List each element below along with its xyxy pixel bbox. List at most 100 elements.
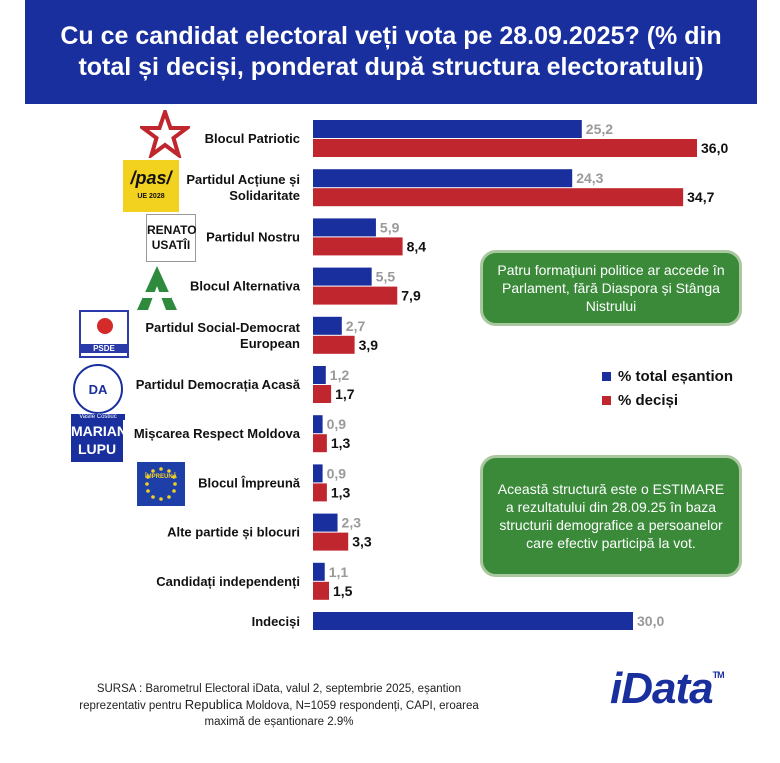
bar-decisi-6: [313, 434, 327, 453]
pas-logo-icon: /pas/ UE 2028: [123, 160, 179, 212]
category-label-9: Candidați independenți: [156, 574, 300, 589]
bar-total-9: [313, 562, 325, 581]
note-parliament-text: Patru formațiuni politice ar accede în P…: [497, 262, 725, 314]
source-line2-part1: reprezentativ pentru: [79, 700, 185, 712]
source-note: SURSA : Barometrul Electoral iData, valu…: [44, 681, 514, 730]
bar-decisi-2: [313, 237, 403, 256]
legend-item-decisi: % deciși: [602, 388, 733, 412]
value-label-total-7: 0,9: [327, 465, 347, 481]
value-label-total-4: 2,7: [346, 318, 366, 334]
value-label-total-1: 24,3: [576, 170, 603, 186]
marian-lupu-logo-icon: MARIAN LUPU: [71, 418, 127, 462]
chart-title: Cu ce candidat electoral veți vota pe 28…: [60, 22, 722, 81]
legend-swatch-total: [602, 371, 611, 381]
source-line1: SURSA : Barometrul Electoral iData, valu…: [96, 683, 462, 695]
value-label-total-2: 5,9: [380, 219, 400, 235]
value-label-total-10: 30,0: [637, 613, 664, 629]
eu-logo-text: ÎMPREUNĂ: [144, 474, 177, 480]
legend-swatch-decisi: [602, 395, 611, 405]
source-line2: reprezentativ pentru Republica Moldova, …: [44, 697, 514, 714]
category-label-5: Partidul Democrația Acasă: [136, 377, 301, 392]
source-line2-part2: Republica: [184, 697, 243, 712]
category-label-10: Indeciși: [252, 614, 300, 629]
bar-decisi-3: [313, 286, 398, 305]
pas-logo-subtext: UE 2028: [137, 193, 165, 200]
bar-total-6: [313, 415, 323, 434]
bar-total-3: [313, 267, 372, 286]
eu-stars-logo-icon: ÎMPREUNĂ: [137, 462, 185, 506]
value-label-total-9: 1,1: [329, 564, 349, 580]
legend-label-total: % total eșantion: [618, 367, 734, 385]
legend-item-total: % total eșantion: [602, 364, 733, 388]
value-label-decisi-1: 34,7: [687, 189, 714, 205]
da-logo-icon: DA Vasile Costiuc: [71, 364, 125, 420]
star-logo-icon: [136, 105, 194, 161]
legend-label-decisi: % deciși: [618, 391, 679, 409]
value-label-decisi-7: 1,3: [331, 484, 351, 500]
alternativa-logo-icon: [135, 264, 179, 312]
category-label-1-line1: Solidaritate: [229, 188, 300, 203]
value-label-total-3: 5,5: [376, 269, 396, 285]
renato-usatii-logo-icon: RENATO USATÎI: [146, 214, 197, 262]
category-label-3: Blocul Alternativa: [190, 279, 301, 294]
category-label-8: Alte partide și blocuri: [167, 525, 300, 540]
category-label-4-line0: Partidul Social-Democrat: [145, 320, 300, 335]
value-label-decisi-5: 1,7: [335, 386, 355, 402]
bar-total-1: [313, 169, 573, 188]
note-estimate: Această structură este o ESTIMARE a rezu…: [480, 455, 742, 577]
bar-decisi-5: [313, 385, 332, 403]
category-label-6: Mișcarea Respect Moldova: [134, 426, 301, 441]
value-label-decisi-4: 3,9: [359, 337, 379, 353]
note-estimate-text: Această structură este o ESTIMARE a rezu…: [497, 481, 725, 551]
bar-decisi-0: [313, 139, 697, 157]
pas-logo-text: /pas/: [130, 168, 172, 188]
category-label-0: Blocul Patriotic: [205, 131, 300, 146]
labels-layer: 25,2 36,0 Blocul Patriotic 24,3 34,7 Partidul…: [134, 121, 729, 629]
value-label-decisi-2: 8,4: [407, 238, 427, 254]
lupu-logo-line1: MARIAN: [71, 423, 127, 439]
renato-logo-line1: RENATO: [147, 223, 197, 237]
category-label-4-line1: European: [240, 336, 300, 351]
note-parliament: Patru formațiuni politice ar accede în P…: [480, 250, 742, 326]
value-label-decisi-6: 1,3: [331, 435, 351, 451]
idata-logo-text: iData: [610, 664, 714, 713]
idata-logo-tm: TM: [712, 670, 725, 680]
category-label-2: Partidul Nostru: [206, 229, 300, 244]
value-label-total-0: 25,2: [586, 121, 613, 137]
renato-logo-line2: USATÎI: [151, 238, 191, 252]
value-label-decisi-8: 3,3: [352, 534, 372, 550]
da-logo-text: DA: [88, 382, 108, 397]
source-line3: maximă de eșantionare 2.9%: [204, 716, 354, 728]
bar-total-4: [313, 316, 342, 335]
category-label-7: Blocul Împreună: [198, 475, 301, 490]
psde-logo-text: PSDE: [81, 344, 127, 353]
chart-legend: % total eșantion % deciși: [602, 364, 733, 412]
bar-decisi-9: [313, 581, 329, 600]
bar-total-8: [313, 513, 338, 532]
value-label-decisi-3: 7,9: [401, 288, 421, 304]
bar-total-10: [313, 612, 633, 630]
bar-decisi-4: [313, 335, 355, 354]
chart-header: Cu ce candidat electoral veți vota pe 28…: [25, 0, 757, 104]
value-label-decisi-0: 36,0: [701, 140, 728, 156]
rose-icon: [97, 318, 113, 334]
bar-total-7: [313, 464, 323, 483]
bar-decisi-8: [313, 532, 349, 551]
bar-total-2: [313, 218, 376, 237]
lupu-logo-line2: LUPU: [77, 441, 117, 457]
value-label-total-8: 2,3: [342, 515, 362, 531]
source-line2-part3: Moldova, N=1059 respondenți, CAPI, eroar…: [242, 700, 479, 712]
idata-logo: iDataTM: [610, 664, 725, 714]
value-label-total-5: 1,2: [330, 367, 350, 383]
bar-decisi-1: [313, 188, 684, 207]
value-label-total-6: 0,9: [327, 416, 347, 432]
value-label-decisi-9: 1,5: [333, 583, 353, 599]
bar-total-0: [313, 120, 582, 138]
psde-logo-icon: PSDE: [79, 310, 129, 358]
da-logo-name: Vasile Costiuc: [71, 414, 125, 420]
category-label-1-line0: Partidul Acțiune și: [186, 172, 300, 187]
bars-layer: [313, 120, 697, 630]
bar-decisi-7: [313, 483, 327, 502]
bar-total-5: [313, 366, 326, 384]
